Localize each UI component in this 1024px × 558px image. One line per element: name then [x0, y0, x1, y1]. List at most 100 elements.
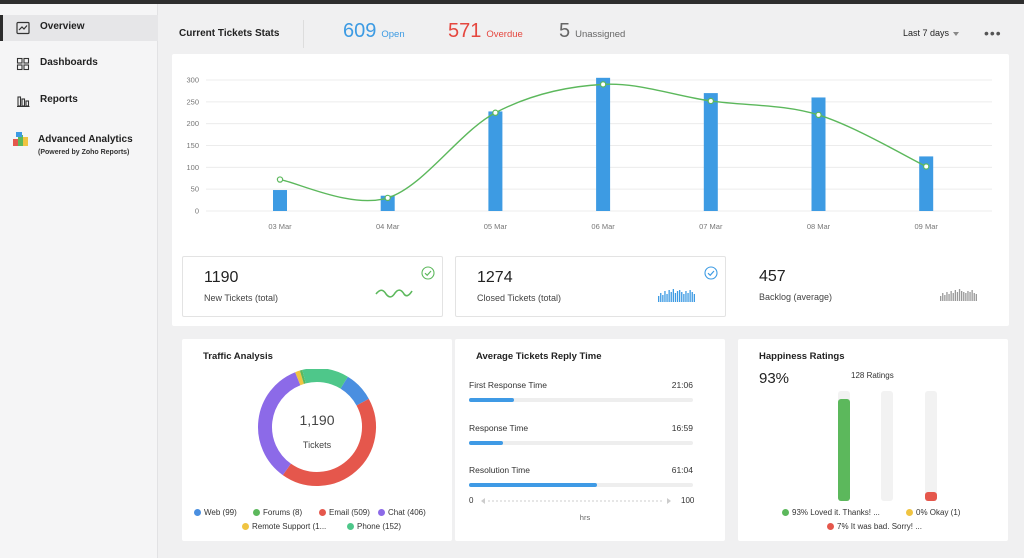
legend-dot	[253, 509, 260, 516]
stats-header: Current Tickets Stats 609 Open 571 Overd…	[172, 10, 1009, 54]
donut-segment	[302, 369, 348, 389]
spark-bar	[958, 289, 961, 301]
unassigned-count: 5	[559, 20, 571, 42]
closed-tickets-card[interactable]: 1274 Closed Tickets (total)	[455, 256, 726, 317]
spark-bar	[944, 295, 946, 301]
rating-bar-bad[interactable]	[925, 391, 937, 501]
scale-min: 0	[469, 496, 474, 505]
scale-slider[interactable]	[481, 497, 671, 505]
x-tick-label: 04 Mar	[376, 222, 400, 231]
reply-fill	[469, 483, 597, 487]
x-tick-label: 08 Mar	[807, 222, 831, 231]
check-circle-icon	[421, 266, 435, 280]
y-tick-label: 200	[186, 119, 199, 128]
panel-title: Average Tickets Reply Time	[476, 351, 602, 362]
stats-title: Current Tickets Stats	[179, 28, 280, 39]
new-tickets-label: New Tickets (total)	[204, 293, 279, 303]
legend-item[interactable]: 0% Okay (1)	[906, 508, 960, 517]
backlog-count: 457	[759, 268, 786, 285]
sparkline-icon	[375, 289, 413, 298]
legend-dot	[319, 509, 326, 516]
spark-bar	[971, 290, 973, 301]
spark-bar	[691, 292, 693, 302]
sidebar-item-reports[interactable]: Reports	[0, 93, 158, 113]
legend-item[interactable]: Remote Support (1...	[242, 522, 326, 531]
sidebar-item-dashboards[interactable]: Dashboards	[0, 56, 158, 76]
legend-dot	[378, 509, 385, 516]
open-count: 609	[343, 20, 377, 42]
scale-unit: hrs	[579, 513, 591, 522]
legend-dot	[347, 523, 354, 530]
legend-label: Web (99)	[204, 508, 237, 517]
reply-fill	[469, 441, 503, 445]
line-point	[276, 176, 284, 183]
date-range-dropdown[interactable]: Last 7 days	[903, 28, 960, 38]
rating-bar-fill	[925, 492, 937, 501]
rating-bar-loved[interactable]	[838, 391, 850, 501]
spark-bar	[952, 293, 954, 301]
tickets-chart-panel: 0 50 100 150 200 250 300 03 Mar 04 Mar 05 Mar 06 M…	[172, 54, 1009, 326]
reply-label: Resolution Time	[469, 465, 530, 475]
x-tick-label: 05 Mar	[484, 222, 508, 231]
backlog-label: Backlog (average)	[759, 292, 833, 302]
bar	[919, 156, 934, 211]
overdue-stat[interactable]: 571 Overdue	[448, 20, 523, 43]
bar	[811, 97, 826, 211]
open-label: Open	[381, 29, 405, 40]
unassigned-stat[interactable]: 5 Unassigned	[559, 20, 625, 43]
reply-label: First Response Time	[469, 380, 547, 390]
legend-label: 0% Okay (1)	[916, 508, 961, 517]
divider	[303, 20, 304, 48]
rating-bar-okay[interactable]	[881, 391, 893, 501]
legend-dot	[194, 509, 201, 516]
x-tick-label: 03 Mar	[268, 222, 292, 231]
open-stat[interactable]: 609 Open	[343, 20, 405, 43]
x-tick-label: 09 Mar	[915, 222, 939, 231]
reply-track	[469, 483, 693, 487]
grid-icon	[16, 57, 30, 71]
spark-bar	[674, 293, 677, 302]
legend-label: 7% It was bad. Sorry! ...	[837, 522, 922, 531]
closed-tickets-label: Closed Tickets (total)	[477, 293, 562, 303]
sidebar-item-label: Overview	[40, 21, 85, 32]
legend-item[interactable]: Web (99)	[194, 508, 237, 517]
y-tick-label: 100	[186, 163, 199, 172]
spark-bar	[973, 293, 975, 301]
donut-segment	[340, 376, 369, 406]
spark-bar	[666, 294, 668, 302]
spark-bar	[961, 291, 963, 301]
sidebar-item-sublabel: (Powered by Zoho Reports)	[38, 149, 130, 156]
check-circle-icon	[704, 266, 718, 280]
legend-dot	[827, 523, 834, 530]
legend-item[interactable]: Email (509)	[319, 508, 370, 517]
donut-segment	[258, 372, 301, 476]
sidebar-item-advanced-analytics[interactable]: Advanced Analytics (Powered by Zoho Repo…	[0, 129, 158, 159]
closed-tickets-count: 1274	[477, 269, 513, 286]
legend-item[interactable]: Chat (406)	[378, 508, 426, 517]
reply-value: 21:06	[671, 380, 693, 390]
legend-item[interactable]: 7% It was bad. Sorry! ...	[827, 522, 922, 531]
spark-bar	[681, 292, 683, 302]
sidebar-item-label: Reports	[40, 94, 78, 105]
tickets-chart: 0 50 100 150 200 250 300 03 Mar 04 Mar 05 Mar 06 M…	[186, 76, 992, 231]
date-range-label: Last 7 days	[903, 28, 950, 38]
legend-item[interactable]: Forums (8)	[253, 508, 302, 517]
x-tick-label: 06 Mar	[591, 222, 615, 231]
happiness-percent: 93%	[759, 370, 790, 387]
overdue-label: Overdue	[486, 29, 523, 40]
new-tickets-card[interactable]: 1190 New Tickets (total)	[182, 256, 443, 317]
more-options-icon[interactable]: •••	[984, 25, 1002, 41]
mini-bar-sparkline-icon	[940, 289, 977, 301]
spark-bar	[683, 294, 685, 302]
spark-bar	[660, 293, 662, 302]
spark-bar	[679, 290, 681, 302]
legend-item[interactable]: Phone (152)	[347, 522, 401, 531]
spark-bar	[954, 290, 956, 301]
donut-total: 1,190	[299, 412, 335, 428]
legend-item[interactable]: 93% Loved it. Thanks! ...	[782, 508, 880, 517]
spark-bar	[664, 291, 666, 302]
sidebar-item-overview[interactable]: Overview	[0, 15, 158, 41]
spark-bar	[956, 292, 959, 301]
sidebar-item-label: Advanced Analytics	[38, 134, 133, 145]
backlog-card[interactable]: 457 Backlog (average)	[738, 256, 999, 317]
